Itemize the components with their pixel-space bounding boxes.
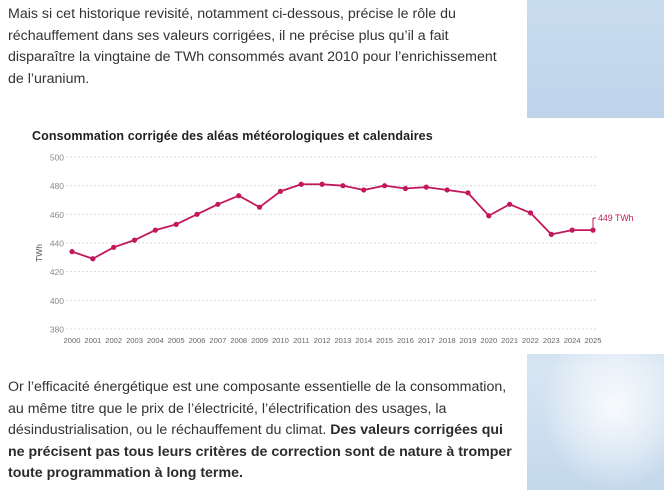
article-paragraph: Mais si cet historique revisité, notamme… <box>8 6 497 87</box>
data-point <box>236 193 242 199</box>
x-tick-label: 2025 <box>585 336 602 345</box>
x-tick-label: 2015 <box>376 336 393 345</box>
y-tick-label: 460 <box>50 210 64 220</box>
data-point <box>90 256 96 262</box>
data-point <box>486 213 492 219</box>
x-tick-label: 2018 <box>439 336 456 345</box>
y-axis-label: TWh <box>34 244 44 262</box>
data-point <box>444 187 450 193</box>
data-point <box>256 204 263 210</box>
x-tick-label: 2023 <box>543 336 560 345</box>
y-tick-label: 380 <box>50 325 64 335</box>
x-tick-label: 2010 <box>272 336 289 345</box>
x-tick-label: 2003 <box>126 336 143 345</box>
x-tick-label: 2021 <box>501 336 518 345</box>
paragraph-emphasis: Des valeurs corrigées qui ne précisent p… <box>8 422 512 481</box>
x-tick-label: 2009 <box>251 336 268 345</box>
data-point <box>465 190 471 196</box>
x-tick-label: 2006 <box>189 336 206 345</box>
paragraph-text: Or l’efficacité énergétique est une comp… <box>8 379 507 438</box>
x-tick-label: 2022 <box>522 336 539 345</box>
x-tick-label: 2012 <box>314 336 331 345</box>
x-tick-label: 2019 <box>460 336 477 345</box>
chart-figure: Consommation corrigée des aléas météorol… <box>20 118 664 354</box>
data-point <box>423 184 429 190</box>
data-point <box>340 183 346 189</box>
data-point <box>298 181 304 187</box>
data-point <box>152 227 158 233</box>
x-tick-label: 2017 <box>418 336 435 345</box>
x-tick-label: 2014 <box>355 336 372 345</box>
data-point <box>69 249 75 255</box>
x-tick-label: 2000 <box>64 336 81 345</box>
x-tick-label: 2008 <box>230 336 247 345</box>
line-chart: 380 400 420 440 460 480 500 TWh 2000 2001 2002 2003… <box>34 153 634 346</box>
y-tick-label: 500 <box>50 153 64 163</box>
x-tick-label: 2001 <box>84 336 101 345</box>
y-tick-label: 420 <box>50 267 64 277</box>
data-point <box>131 237 138 243</box>
x-tick-label: 2013 <box>334 336 351 345</box>
data-point <box>277 188 283 194</box>
data-point <box>507 201 513 207</box>
data-point <box>361 187 367 193</box>
cloud-decoration <box>540 350 664 490</box>
y-tick-label: 480 <box>50 181 64 191</box>
x-tick-label: 2002 <box>105 336 122 345</box>
data-point <box>173 221 179 227</box>
data-point <box>590 227 596 233</box>
chart-title: Consommation corrigée des aléas météorol… <box>32 129 433 143</box>
x-tick-label: 2005 <box>168 336 185 345</box>
data-point <box>569 227 575 233</box>
data-point <box>527 210 534 216</box>
series-line <box>71 183 593 260</box>
y-tick-label: 440 <box>50 239 64 249</box>
data-point <box>548 231 554 237</box>
y-tick-label: 400 <box>50 296 64 306</box>
x-tick-label: 2011 <box>293 336 309 345</box>
article-paragraph: Or l’efficacité énergétique est une comp… <box>8 377 520 485</box>
x-tick-label: 2024 <box>564 336 581 345</box>
data-point <box>319 181 325 187</box>
data-point <box>382 183 388 189</box>
x-tick-label: 2020 <box>480 336 497 345</box>
x-tick-label: 2007 <box>209 336 226 345</box>
data-point <box>402 185 409 192</box>
data-point <box>194 211 200 217</box>
data-point <box>215 201 221 207</box>
x-tick-label: 2016 <box>397 336 414 345</box>
data-point <box>111 244 117 250</box>
x-tick-label: 2004 <box>147 336 164 345</box>
annotation-label: 449 TWh <box>598 213 634 223</box>
